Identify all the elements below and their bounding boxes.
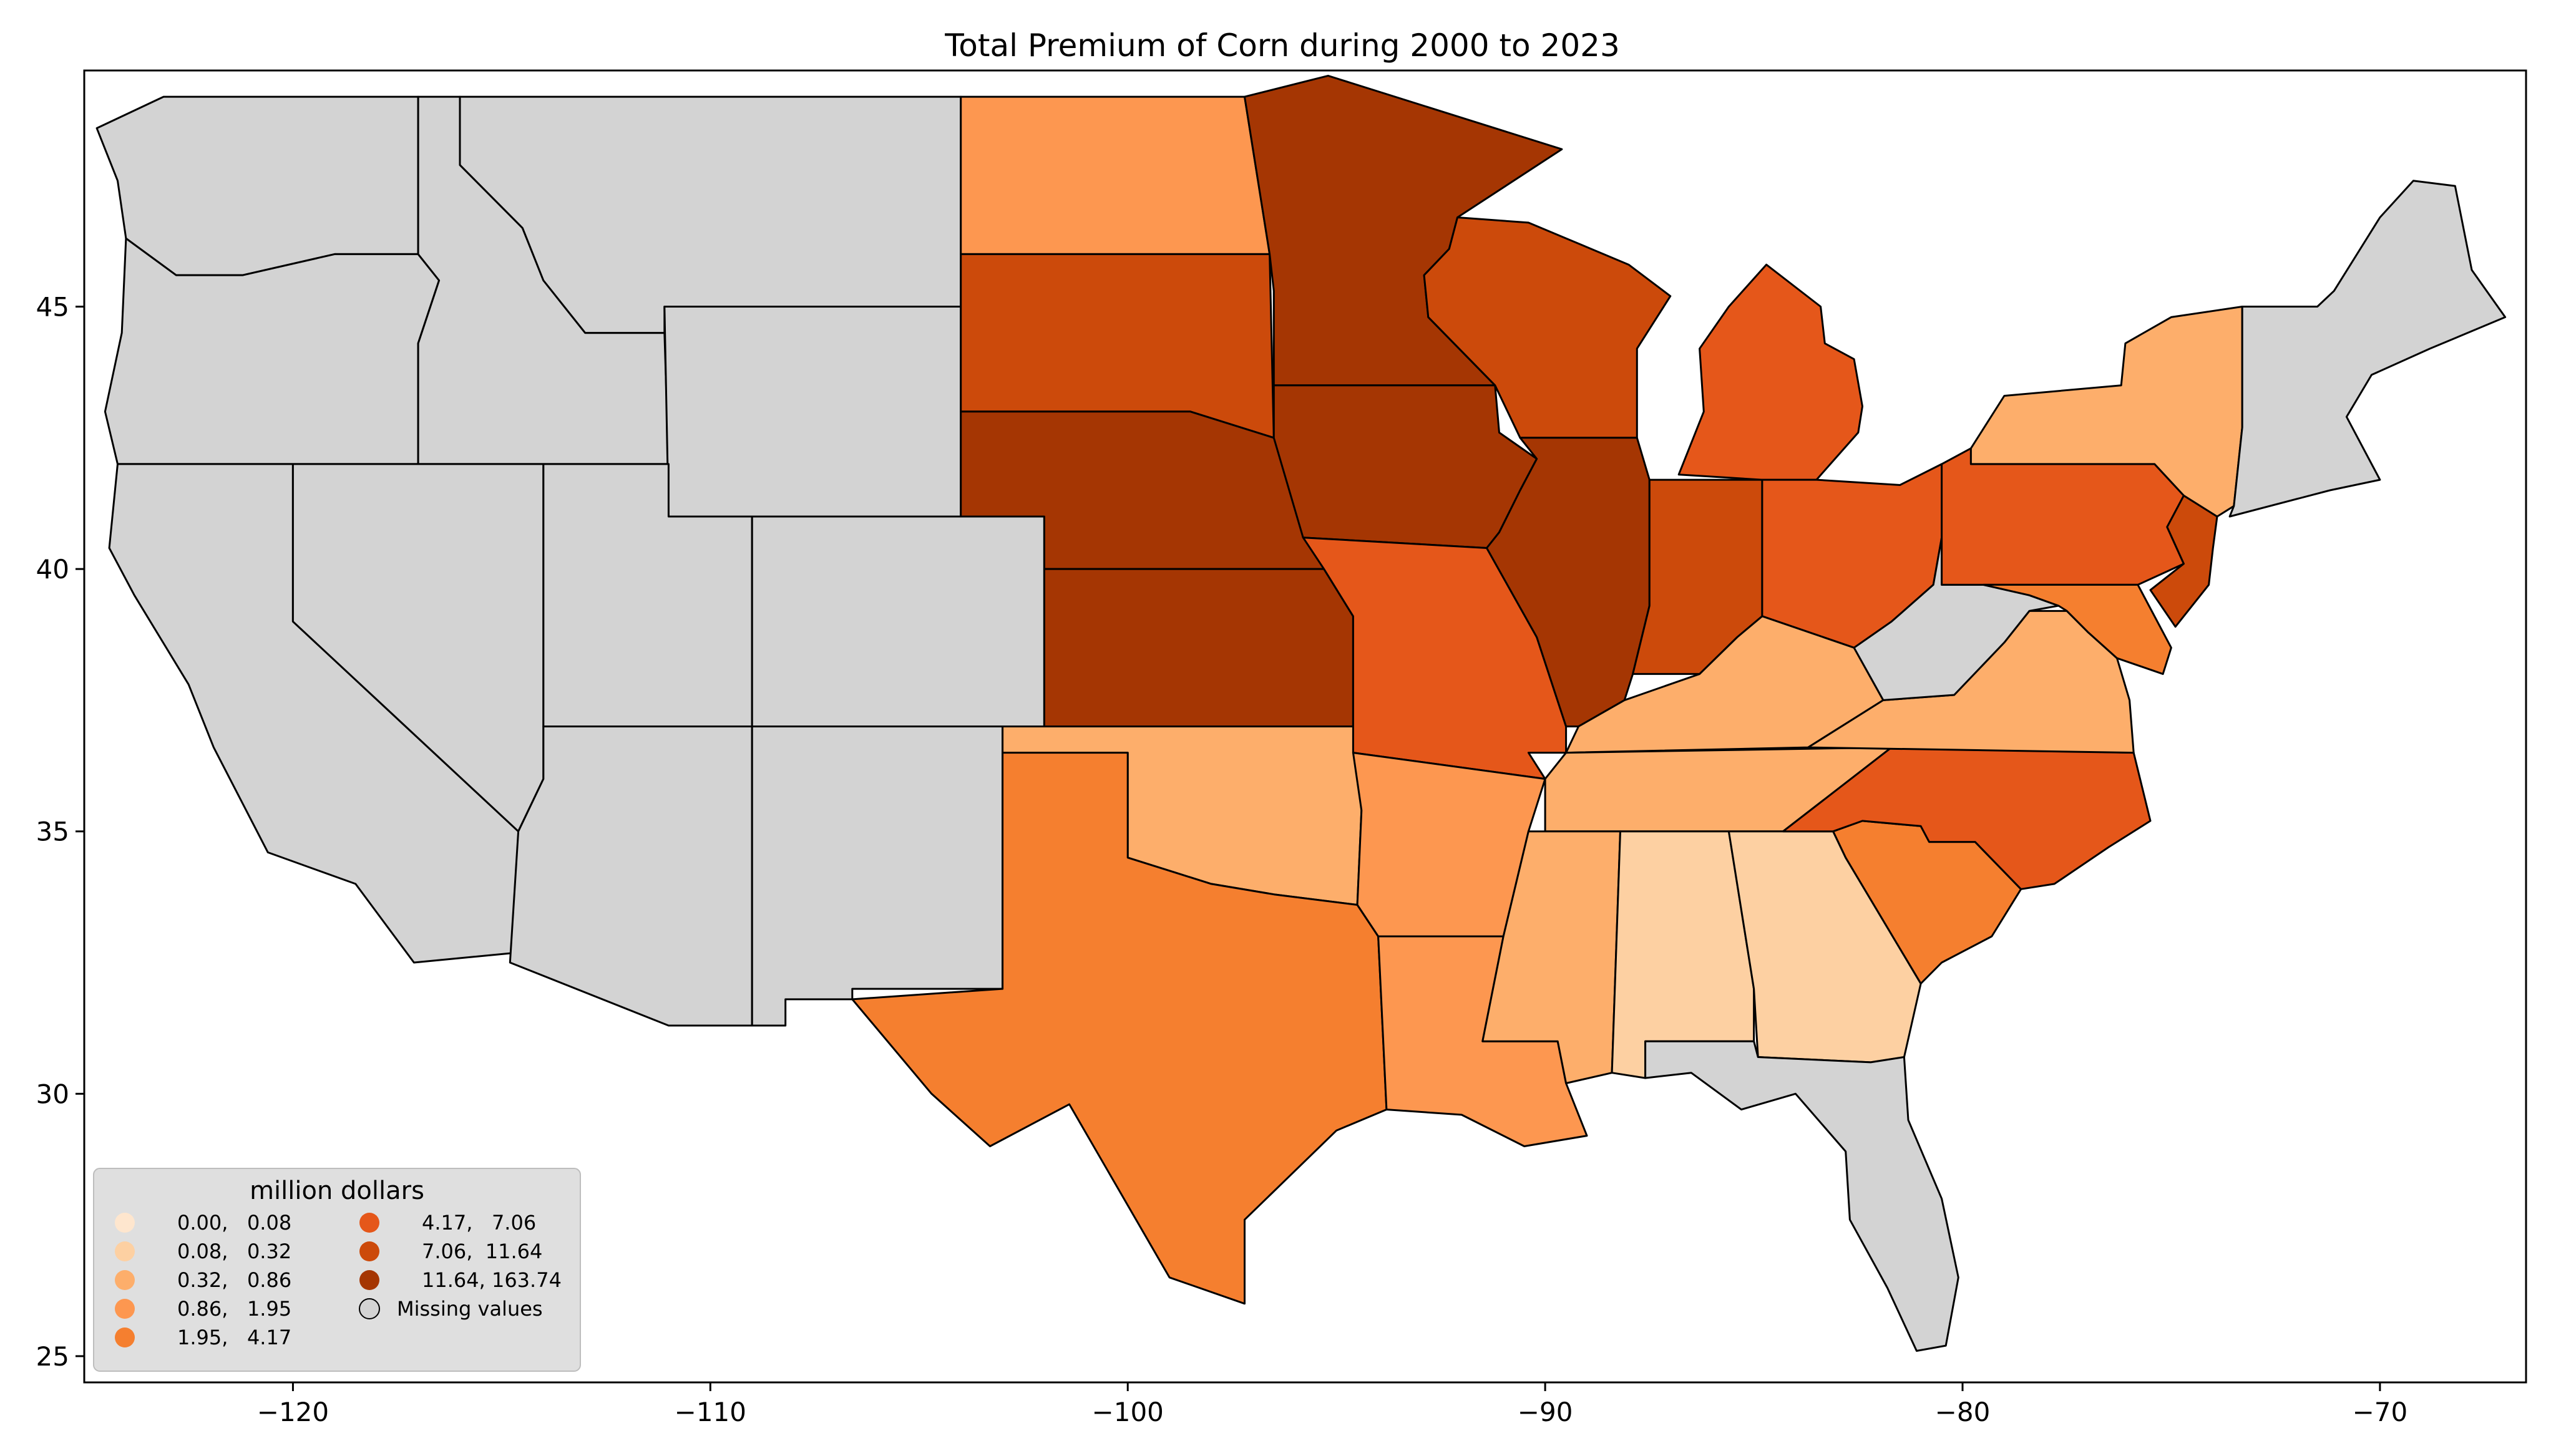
legend-label: 4.17, 7.06 — [422, 1211, 536, 1235]
y-tick-label: 25 — [36, 1341, 69, 1372]
region-delaware-maryland — [1982, 583, 2172, 675]
legend-swatch — [115, 1213, 135, 1233]
legend-swatch — [359, 1241, 379, 1261]
legend-label: 11.64, 163.74 — [422, 1268, 562, 1292]
y-axis-ticks: 25 30 35 40 45 — [36, 292, 84, 1372]
region-new-england — [2228, 180, 2507, 518]
legend-label: 7.06, 11.64 — [422, 1240, 542, 1263]
region-pennsylvania — [1941, 447, 2185, 586]
region-north-dakota — [960, 95, 1271, 255]
map-regions — [95, 74, 2507, 1352]
legend-swatch — [115, 1327, 135, 1347]
region-new-jersey — [2149, 494, 2218, 628]
legend-label: 0.00, 0.08 — [177, 1211, 291, 1235]
chart-title: Total Premium of Corn during 2000 to 202… — [944, 27, 1620, 64]
legend-swatch — [359, 1298, 380, 1319]
x-tick-label: −90 — [1518, 1397, 1573, 1427]
x-tick-label: −70 — [2353, 1397, 2408, 1427]
region-iowa — [1272, 384, 1538, 549]
x-tick-label: −80 — [1935, 1397, 1991, 1427]
region-wyoming — [663, 306, 962, 518]
y-tick-label: 40 — [36, 554, 69, 585]
plot-frame — [83, 69, 2527, 1384]
legend-label: 1.95, 4.17 — [177, 1326, 291, 1349]
legend-label: 0.08, 0.32 — [177, 1240, 291, 1263]
x-axis-ticks: −120 −110 −100 −90 −80 −70 — [257, 1382, 2407, 1427]
region-kansas — [1043, 568, 1354, 727]
region-south-dakota — [960, 253, 1275, 439]
region-new-mexico — [751, 726, 1004, 1027]
legend-label: Missing values — [397, 1297, 543, 1321]
region-oregon — [104, 237, 441, 465]
legend-label: 0.32, 0.86 — [177, 1268, 291, 1292]
region-colorado — [751, 515, 1045, 727]
legend-swatch — [359, 1270, 379, 1290]
region-florida — [1644, 1040, 1959, 1352]
region-mississippi — [1481, 830, 1621, 1084]
x-tick-label: −100 — [1092, 1397, 1164, 1427]
x-tick-label: −110 — [675, 1397, 746, 1427]
legend-swatch — [115, 1299, 135, 1319]
legend-swatch — [115, 1270, 135, 1290]
legend-box — [93, 1168, 581, 1372]
region-washington — [95, 95, 419, 276]
y-tick-label: 45 — [36, 292, 69, 323]
region-texas — [851, 752, 1388, 1305]
x-tick-label: −120 — [257, 1397, 329, 1427]
y-tick-label: 30 — [36, 1079, 69, 1109]
legend-title: million dollars — [250, 1177, 424, 1205]
legend: million dollars 0.00, 0.08 0.08, 0.32 0.32… — [93, 1168, 581, 1372]
y-tick-label: 35 — [36, 817, 69, 847]
legend-swatch — [359, 1213, 379, 1233]
legend-entries: 0.00, 0.08 0.08, 0.32 0.32, 0.86 0.86, 1.95… — [115, 1211, 562, 1349]
legend-label: 0.86, 1.95 — [177, 1297, 291, 1321]
legend-swatch — [115, 1241, 135, 1261]
